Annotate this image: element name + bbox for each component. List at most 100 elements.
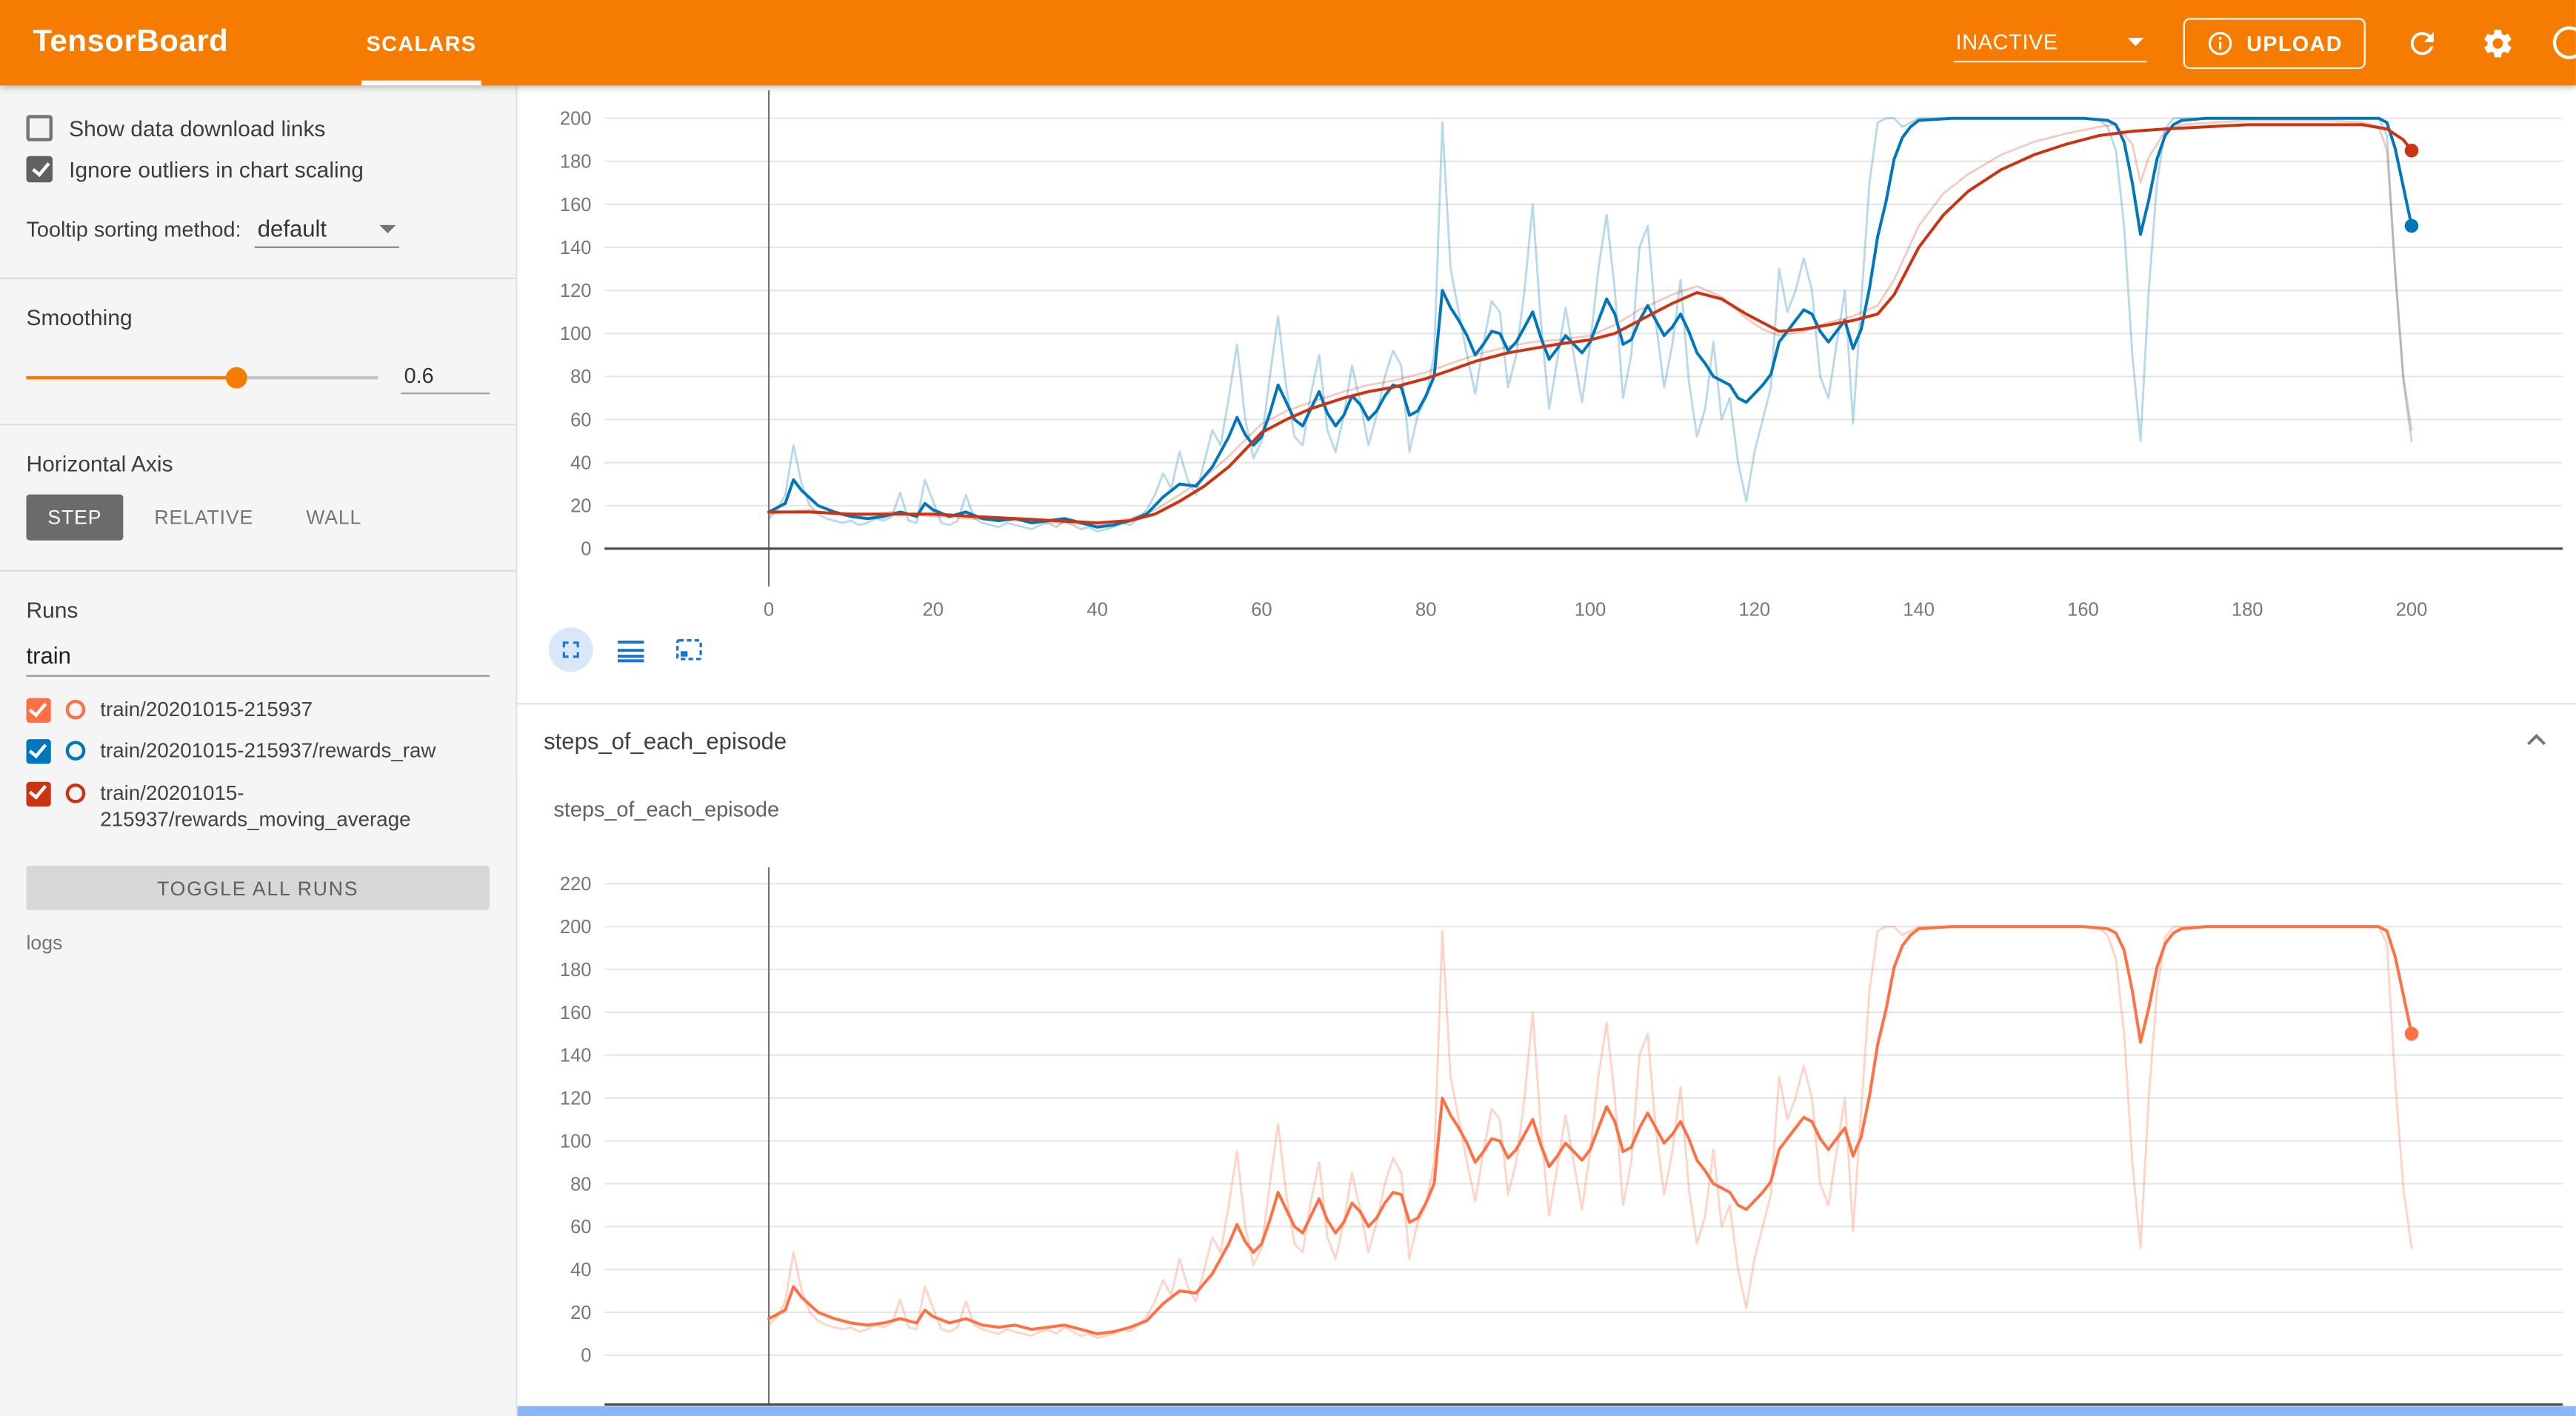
run-label: train/20201015-215937/rewards_moving_ave… (100, 781, 411, 831)
tooltip-sorting-select[interactable]: default (254, 210, 399, 248)
checkbox-unchecked[interactable] (26, 115, 53, 141)
run-checkbox[interactable] (26, 698, 51, 723)
svg-text:20: 20 (570, 496, 591, 517)
svg-text:140: 140 (1903, 600, 1935, 621)
svg-text:80: 80 (570, 1174, 591, 1195)
tab-scalars[interactable]: SCALARS (324, 0, 519, 86)
data-status-value: INACTIVE (1955, 29, 2058, 55)
chevron-down-icon (378, 224, 396, 233)
settings-gear-icon[interactable] (2477, 23, 2517, 62)
topbar: TensorBoard SCALARS INACTIVE UPLOAD (0, 0, 2576, 86)
smoothing-value-field[interactable]: 0.6 (401, 360, 490, 395)
svg-text:220: 220 (560, 874, 592, 895)
slider-fill (26, 375, 238, 379)
svg-text:100: 100 (1575, 600, 1606, 621)
run-row-rewards-moving-average[interactable]: train/20201015-215937/rewards_moving_ave… (26, 779, 489, 832)
svg-text:100: 100 (560, 1131, 592, 1152)
logs-footer-label: logs (26, 931, 63, 955)
svg-text:200: 200 (560, 109, 592, 130)
svg-text:0: 0 (581, 1346, 591, 1366)
svg-text:0: 0 (764, 600, 774, 621)
section-title: steps_of_each_episode (544, 727, 787, 753)
svg-text:160: 160 (2067, 600, 2099, 621)
divider (517, 703, 2576, 705)
steps-line-chart[interactable]: 0 20 40 60 80 100 120 140 160 180 200 220 (518, 854, 2576, 1406)
smoothing-slider[interactable] (26, 366, 378, 388)
checkbox-checked[interactable] (26, 156, 53, 183)
ignore-outliers-checkbox-row[interactable]: Ignore outliers in chart scaling (26, 156, 489, 183)
divider (0, 570, 516, 572)
runs-filter-input[interactable] (26, 635, 490, 677)
tooltip-sorting-label: Tooltip sorting method: (26, 216, 241, 242)
checkbox-label: Ignore outliers in chart scaling (69, 156, 364, 182)
chevron-up-icon[interactable] (2523, 727, 2549, 752)
toggle-all-runs-button[interactable]: TOGGLE ALL RUNS (26, 865, 490, 910)
svg-text:200: 200 (560, 917, 592, 938)
slider-knob[interactable] (226, 366, 248, 388)
run-label: train/20201015-215937 (100, 698, 313, 721)
run-label: train/20201015-215937/rewards_raw (100, 739, 436, 763)
svg-text:80: 80 (1415, 600, 1436, 621)
runs-label: Runs (26, 598, 79, 623)
run-checkbox[interactable] (26, 739, 51, 764)
run-color-circle-icon (65, 782, 86, 803)
tooltip-sorting-row: Tooltip sorting method: default (26, 210, 489, 248)
horizontal-axis-buttons: STEP RELATIVE WALL (26, 494, 489, 541)
run-row-train[interactable]: train/20201015-215937 (26, 696, 489, 723)
svg-text:200: 200 (2396, 600, 2428, 621)
axis-relative-button[interactable]: RELATIVE (133, 495, 276, 541)
smoothing-label: Smoothing (26, 305, 133, 330)
log-scale-icon[interactable] (608, 627, 653, 672)
section-header-steps-of-each-episode[interactable]: steps_of_each_episode (517, 704, 2576, 775)
run-color-circle-icon (65, 699, 86, 720)
run-checkbox[interactable] (26, 781, 51, 806)
svg-text:20: 20 (923, 600, 944, 621)
tab-scalars-label: SCALARS (366, 30, 477, 56)
svg-text:160: 160 (560, 195, 592, 216)
chevron-down-icon (2126, 38, 2143, 47)
info-icon (2207, 30, 2232, 55)
upload-label: UPLOAD (2246, 30, 2343, 56)
svg-text:120: 120 (1739, 600, 1771, 621)
divider (0, 424, 516, 426)
upload-button[interactable]: UPLOAD (2182, 17, 2366, 69)
settings-sidebar: Show data download links Ignore outliers… (0, 85, 518, 1416)
svg-text:40: 40 (570, 1260, 591, 1280)
svg-text:180: 180 (2232, 600, 2263, 621)
app-title: TensorBoard (33, 24, 229, 59)
svg-text:20: 20 (570, 1303, 591, 1323)
run-color-circle-icon (65, 741, 86, 761)
divider (0, 277, 516, 280)
axis-wall-button[interactable]: WALL (284, 495, 383, 541)
chart-toolbar (548, 627, 712, 672)
svg-text:180: 180 (560, 152, 592, 173)
fit-domain-to-data-icon[interactable] (667, 627, 712, 672)
chart-card-title: steps_of_each_episode (553, 796, 780, 821)
svg-text:0: 0 (581, 539, 591, 560)
svg-text:120: 120 (560, 1089, 592, 1109)
svg-text:60: 60 (1251, 600, 1272, 621)
svg-text:80: 80 (570, 367, 591, 387)
svg-text:40: 40 (570, 452, 591, 473)
help-icon[interactable] (2552, 26, 2576, 59)
expand-chart-icon[interactable] (548, 627, 593, 672)
svg-text:60: 60 (570, 1217, 591, 1238)
scrollbar-thumb[interactable] (517, 1406, 2576, 1416)
svg-text:60: 60 (570, 410, 591, 430)
topbar-right-cluster: INACTIVE UPLOAD (1952, 17, 2576, 69)
main-content: 0 20 40 60 80 100 120 140 160 180 200 0 20 40 60 80 100 1… (517, 85, 2576, 1416)
data-status-select[interactable]: INACTIVE (1952, 23, 2146, 63)
svg-text:180: 180 (560, 960, 592, 981)
svg-text:140: 140 (560, 238, 592, 258)
horizontal-axis-label: Horizontal Axis (26, 451, 173, 477)
show-download-links-checkbox-row[interactable]: Show data download links (26, 115, 489, 141)
axis-step-button[interactable]: STEP (26, 494, 124, 541)
run-row-rewards-raw[interactable]: train/20201015-215937/rewards_raw (26, 738, 489, 764)
svg-text:140: 140 (560, 1046, 592, 1066)
tooltip-sorting-value: default (257, 215, 327, 242)
refresh-icon[interactable] (2402, 23, 2441, 62)
rewards-line-chart[interactable]: 0 20 40 60 80 100 120 140 160 180 200 0 20 40 60 80 100 1… (518, 90, 2576, 632)
run-list: train/20201015-215937 train/20201015-215… (26, 696, 489, 832)
horizontal-scrollbar (517, 1406, 2576, 1416)
